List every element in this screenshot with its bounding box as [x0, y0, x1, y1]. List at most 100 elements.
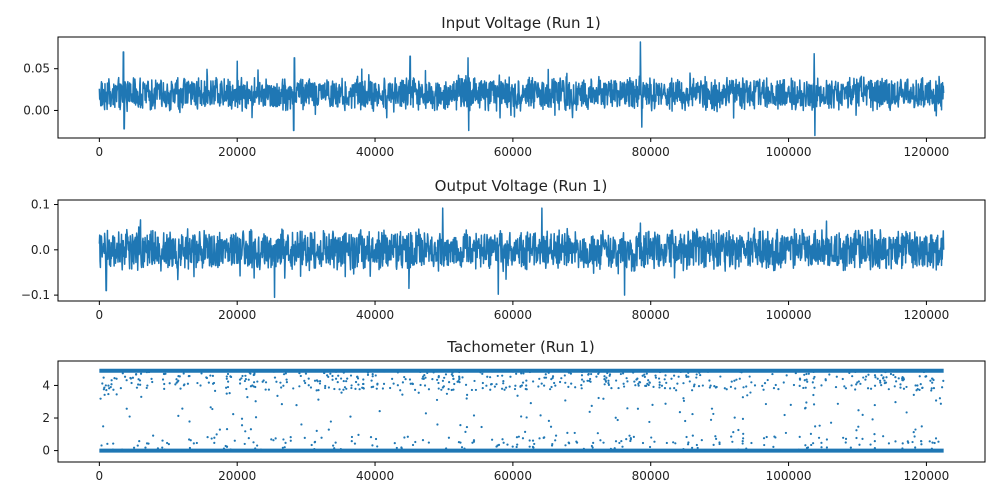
tachometer-point — [489, 376, 492, 379]
tachometer-point — [902, 387, 906, 390]
tachometer-point — [643, 375, 646, 378]
tachometer-point — [864, 369, 867, 372]
tachometer-point — [243, 379, 247, 383]
tachometer-point — [392, 382, 395, 385]
tachometer-point — [692, 370, 695, 373]
tachometer-point — [256, 380, 259, 383]
tachometer-point — [240, 377, 243, 380]
tachometer-point — [503, 388, 506, 391]
tachometer-point — [824, 378, 827, 381]
tachometer-point — [274, 437, 277, 440]
tachometer-point — [249, 428, 253, 431]
tachometer-point — [461, 376, 464, 379]
tachometer-point — [892, 373, 895, 377]
tachometer-point — [151, 380, 154, 384]
tachometer-point — [327, 386, 330, 389]
tachometer-point — [103, 386, 106, 389]
tachometer-point — [616, 418, 619, 422]
tachometer-point — [682, 397, 685, 400]
tachometer-point — [757, 449, 760, 452]
tachometer-point — [313, 379, 317, 382]
tachometer-point — [645, 372, 648, 375]
tachometer-point — [778, 448, 781, 452]
tachometer-point — [603, 375, 606, 378]
tachometer-point — [342, 388, 345, 391]
tachometer-point — [272, 439, 275, 442]
input-voltage-x-tick-label: 80000 — [632, 145, 670, 159]
tachometer-point — [930, 447, 933, 450]
tachometer-point — [349, 374, 353, 377]
tachometer-point — [244, 378, 247, 381]
tachometer-point — [343, 386, 347, 389]
tachometer-point — [885, 376, 888, 379]
tachometer-point — [580, 374, 584, 377]
tachometer-point — [543, 436, 546, 439]
tachometer-point — [212, 381, 216, 385]
tachometer-point — [465, 425, 469, 429]
tachometer-point — [547, 371, 550, 374]
tachometer-point — [629, 438, 632, 441]
tachometer-point — [641, 374, 644, 377]
tachometer-point — [594, 370, 598, 373]
tachometer-point — [887, 388, 890, 391]
tachometer-point — [798, 377, 802, 380]
tachometer-point — [730, 435, 733, 438]
tachometer-point — [211, 407, 214, 411]
tachometer-point — [539, 414, 542, 417]
tachometer-point — [586, 379, 589, 382]
tachometer-point — [807, 372, 810, 375]
tachometer-point — [371, 372, 374, 376]
input-voltage-x-tick-label: 100000 — [766, 145, 812, 159]
tachometer-point — [901, 379, 905, 382]
tachometer-point — [772, 387, 776, 390]
tachometer-point — [685, 375, 688, 378]
tachometer-point — [414, 440, 417, 444]
tachometer-point — [544, 376, 548, 379]
tachometer-y-tick-label: 4 — [42, 378, 50, 392]
tachometer-point — [280, 403, 283, 406]
tachometer-point — [225, 377, 228, 380]
tachometer-point — [440, 388, 443, 391]
tachometer-point — [441, 379, 445, 382]
tachometer-point — [867, 373, 870, 376]
tachometer-point — [450, 373, 453, 376]
tachometer-point — [550, 385, 553, 389]
tachometer-point — [905, 411, 908, 414]
tachometer-point — [514, 384, 517, 387]
tachometer-point — [303, 436, 306, 439]
tachometer-point — [916, 388, 919, 391]
input-voltage-y-tick-label: 0.00 — [23, 103, 50, 117]
tachometer-point — [226, 385, 230, 389]
tachometer-point — [474, 388, 478, 392]
tachometer-point — [376, 445, 379, 448]
tachometer-point — [603, 378, 606, 381]
tachometer-point — [506, 443, 509, 446]
tachometer-point — [920, 440, 923, 443]
tachometer-point — [295, 404, 298, 407]
tachometer-point — [803, 379, 806, 382]
tachometer-point — [933, 441, 936, 445]
tachometer-point — [422, 375, 425, 378]
tachometer-point — [298, 372, 301, 375]
tachometer-point — [894, 440, 897, 443]
tachometer-point — [464, 383, 468, 386]
tachometer-point — [590, 404, 593, 407]
tachometer-point — [481, 387, 484, 390]
tachometer-point — [893, 385, 896, 388]
tachometer-point — [805, 372, 808, 376]
tachometer-point — [431, 378, 434, 381]
tachometer-point — [240, 417, 244, 420]
tachometer-point — [696, 446, 699, 450]
tachometer-point — [725, 388, 728, 391]
tachometer-point — [547, 419, 550, 422]
tachometer-point — [489, 388, 492, 391]
tachometer-point — [145, 370, 148, 373]
tachometer-point — [520, 372, 523, 375]
tachometer-point — [324, 386, 327, 390]
tachometer-point — [929, 379, 932, 382]
tachometer-point — [513, 387, 517, 391]
tachometer-point — [664, 402, 667, 405]
tachometer-point — [525, 379, 528, 382]
tachometer-point — [809, 432, 813, 435]
tachometer-point — [632, 435, 635, 438]
